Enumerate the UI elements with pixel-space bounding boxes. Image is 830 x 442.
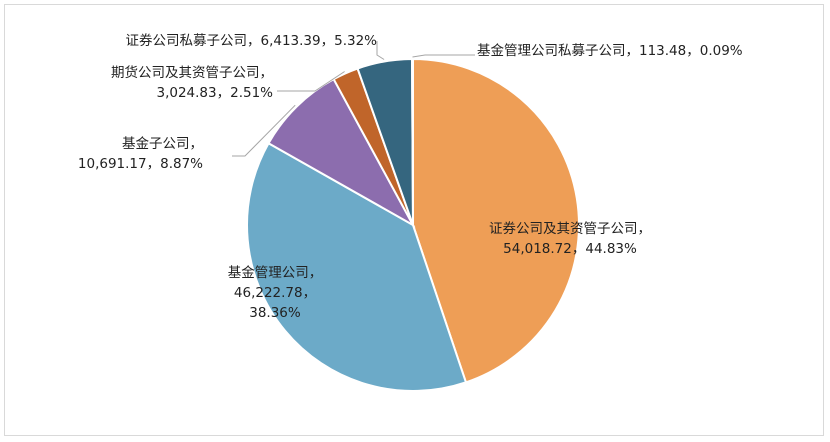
- data-label-1: 基金管理公司， 46,222.78， 38.36%: [228, 264, 323, 321]
- data-label-0: 证券公司及其资管子公司， 54,018.72，44.83%: [489, 221, 651, 257]
- data-label-2: 基金子公司， 10,691.17，8.87%: [78, 135, 203, 172]
- pie-slice-0: [412, 57, 580, 384]
- pie-slice-5: [411, 57, 414, 226]
- pie-chart: 证券公司及其资管子公司， 54,018.72，44.83% 基金管理公司， 46,22…: [78, 33, 743, 392]
- chart-frame: 证券公司及其资管子公司， 54,018.72，44.83% 基金管理公司， 46,22…: [4, 4, 824, 436]
- data-label-5: 基金管理公司私募子公司，113.48，0.09%: [477, 42, 743, 59]
- data-label-4: 证券公司私募子公司，6,413.39，5.32%: [125, 33, 377, 49]
- leader-line-3: [277, 71, 345, 92]
- leader-line-2: [232, 104, 296, 157]
- data-label-3: 期货公司及其资管子公司， 3,024.83，2.51%: [111, 64, 273, 101]
- leader-line-4: [376, 41, 385, 60]
- leader-line-5: [412, 54, 475, 58]
- pie-slice-1: [246, 141, 468, 392]
